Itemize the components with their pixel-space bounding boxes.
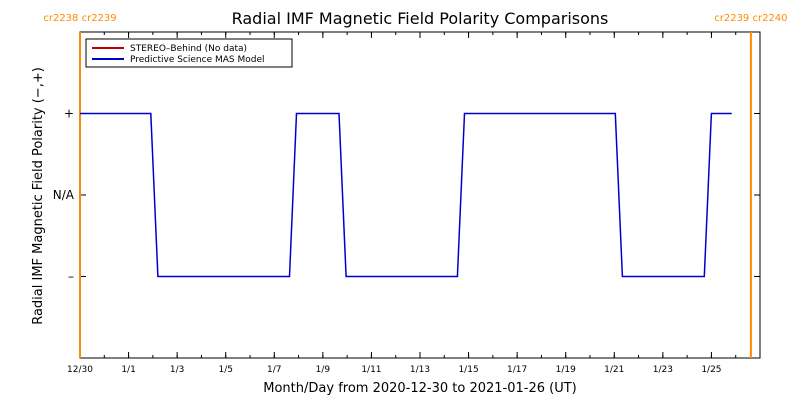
- x-tick-label: 1/1: [121, 365, 135, 375]
- y-axis-label: Radial IMF Magnetic Field Polarity (−,+): [31, 67, 46, 325]
- x-tick-label: 1/17: [507, 365, 527, 375]
- x-tick-label: 1/23: [653, 365, 673, 375]
- plot-frame: [79, 31, 761, 359]
- carrington-label: cr2239 cr2240: [714, 13, 787, 24]
- x-tick-label: 1/15: [458, 365, 478, 375]
- x-tick-label: 1/3: [170, 365, 184, 375]
- x-tick-label: 1/19: [556, 365, 576, 375]
- y-tick-label: –: [68, 270, 74, 284]
- y-tick-label: N/A: [53, 188, 75, 202]
- x-axis-label: Month/Day from 2020-12-30 to 2021-01-26 …: [263, 381, 576, 396]
- legend-label: Predictive Science MAS Model: [130, 55, 265, 65]
- x-tick-label: 1/5: [218, 365, 232, 375]
- series-line: [80, 112, 732, 278]
- x-tick-label: 1/13: [410, 365, 430, 375]
- y-tick-label: +: [64, 107, 74, 121]
- x-tick-label: 1/21: [604, 365, 624, 375]
- plot-area: 12/30 1/1 1/3 1/5 1/7 1/9 1/11 1/13 1/15 1/17 1/19…: [43, 13, 787, 375]
- x-tick-label: 1/9: [316, 365, 331, 375]
- x-tick-label: 12/30: [67, 365, 93, 375]
- legend-label: STEREO–Behind (No data): [130, 44, 247, 54]
- carrington-label: cr2238 cr2239: [43, 13, 116, 24]
- chart-title: Radial IMF Magnetic Field Polarity Compa…: [232, 9, 609, 28]
- x-tick-label: 1/25: [701, 365, 721, 375]
- legend-box: [85, 38, 293, 68]
- x-tick-label: 1/7: [267, 365, 281, 375]
- x-tick-label: 1/11: [361, 365, 381, 375]
